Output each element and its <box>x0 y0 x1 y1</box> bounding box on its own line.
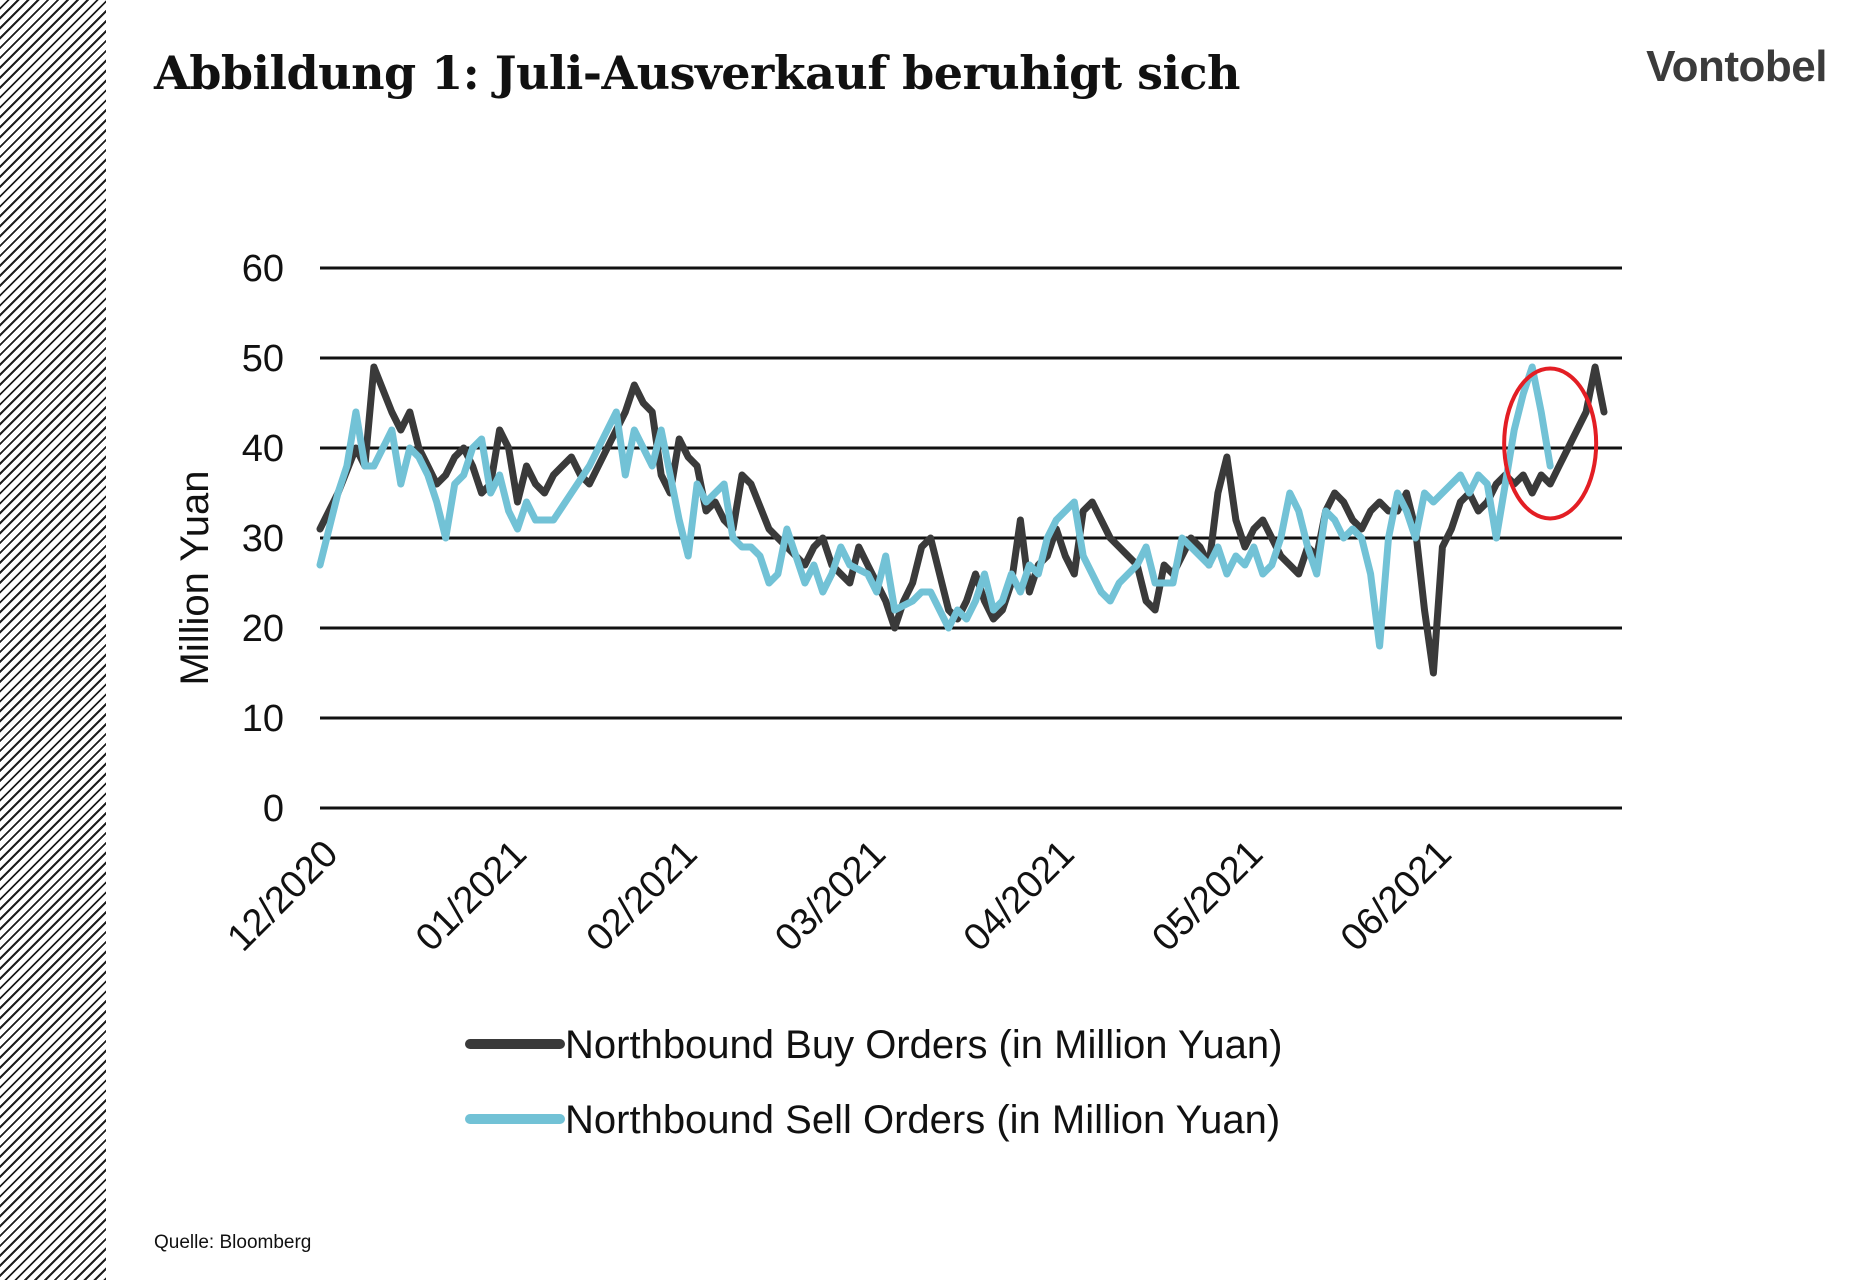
y-tick-label: 40 <box>242 428 284 470</box>
y-tick-label: 10 <box>242 698 284 740</box>
legend-label: Northbound Sell Orders (in Million Yuan) <box>565 1098 1280 1142</box>
legend: Northbound Buy Orders (in Million Yuan) N… <box>465 1023 1282 1142</box>
brand-logo: Vontobel <box>1646 42 1827 91</box>
gridlines <box>320 266 1622 810</box>
y-tick-label: 0 <box>263 788 284 830</box>
source-note: Quelle: Bloomberg <box>154 1232 312 1253</box>
highlight-ellipse <box>1502 366 1599 521</box>
x-tick-label: 04/2021 <box>956 833 1083 960</box>
highlight-annotation <box>1502 366 1599 521</box>
series-lines <box>316 363 1608 677</box>
y-tick-label: 30 <box>242 518 284 560</box>
hatched-side-band <box>0 0 106 1280</box>
x-tick-label: 06/2021 <box>1333 833 1460 960</box>
x-tick-label: 03/2021 <box>767 833 894 960</box>
x-tick-label: 05/2021 <box>1144 833 1271 960</box>
legend-label: Northbound Buy Orders (in Million Yuan) <box>565 1023 1282 1067</box>
x-axis-ticks: 12/2020 01/2021 02/2021 03/2021 04/2021 05/20… <box>220 833 1460 960</box>
x-tick-label: 01/2021 <box>408 833 535 960</box>
y-axis-ticks: 0 10 20 30 40 50 60 <box>242 248 284 830</box>
y-tick-label: 60 <box>242 248 284 290</box>
y-tick-label: 50 <box>242 338 284 380</box>
y-axis-label: Million Yuan <box>173 471 217 686</box>
figure-title: Abbildung 1: Juli-Ausverkauf beruhigt si… <box>154 46 1240 100</box>
y-tick-label: 20 <box>242 608 284 650</box>
sell-orders-line <box>316 363 1554 650</box>
x-tick-label: 12/2020 <box>220 833 347 960</box>
buy-orders-line <box>316 363 1608 677</box>
x-tick-label: 02/2021 <box>579 833 706 960</box>
